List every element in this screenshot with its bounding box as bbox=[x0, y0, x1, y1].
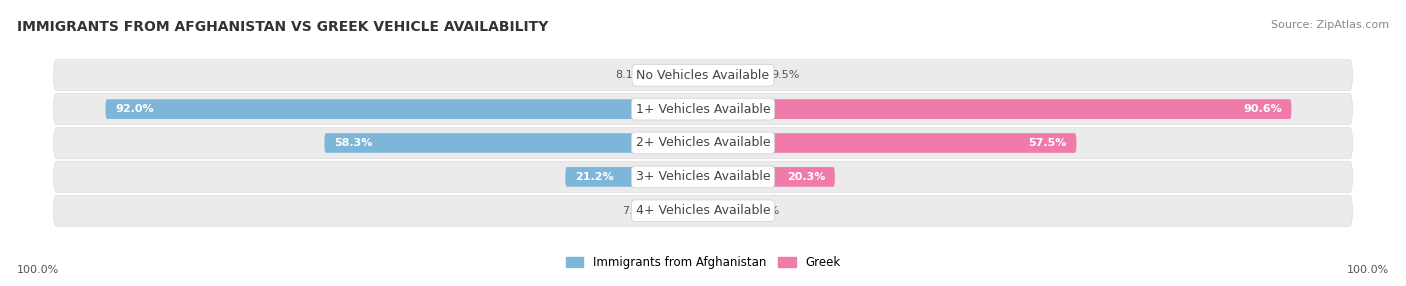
FancyBboxPatch shape bbox=[703, 99, 1291, 119]
Text: 9.5%: 9.5% bbox=[772, 70, 800, 80]
Text: 20.3%: 20.3% bbox=[787, 172, 825, 182]
FancyBboxPatch shape bbox=[53, 127, 1353, 159]
Text: 6.5%: 6.5% bbox=[752, 206, 780, 216]
FancyBboxPatch shape bbox=[325, 133, 703, 153]
FancyBboxPatch shape bbox=[657, 201, 703, 221]
Text: 1+ Vehicles Available: 1+ Vehicles Available bbox=[636, 103, 770, 116]
FancyBboxPatch shape bbox=[53, 94, 1353, 125]
FancyBboxPatch shape bbox=[105, 99, 703, 119]
Legend: Immigrants from Afghanistan, Greek: Immigrants from Afghanistan, Greek bbox=[565, 256, 841, 269]
FancyBboxPatch shape bbox=[53, 59, 1353, 91]
Text: 8.1%: 8.1% bbox=[616, 70, 644, 80]
FancyBboxPatch shape bbox=[703, 133, 1077, 153]
Text: 7.1%: 7.1% bbox=[621, 206, 651, 216]
Text: 92.0%: 92.0% bbox=[115, 104, 153, 114]
Text: 58.3%: 58.3% bbox=[335, 138, 373, 148]
Text: 90.6%: 90.6% bbox=[1243, 104, 1282, 114]
Text: 57.5%: 57.5% bbox=[1028, 138, 1067, 148]
FancyBboxPatch shape bbox=[703, 201, 745, 221]
FancyBboxPatch shape bbox=[53, 195, 1353, 227]
FancyBboxPatch shape bbox=[651, 65, 703, 85]
Text: No Vehicles Available: No Vehicles Available bbox=[637, 69, 769, 82]
Text: 100.0%: 100.0% bbox=[1347, 265, 1389, 275]
FancyBboxPatch shape bbox=[703, 167, 835, 187]
FancyBboxPatch shape bbox=[53, 161, 1353, 192]
FancyBboxPatch shape bbox=[703, 65, 765, 85]
Text: Source: ZipAtlas.com: Source: ZipAtlas.com bbox=[1271, 20, 1389, 30]
Text: 4+ Vehicles Available: 4+ Vehicles Available bbox=[636, 204, 770, 217]
FancyBboxPatch shape bbox=[565, 167, 703, 187]
Text: 2+ Vehicles Available: 2+ Vehicles Available bbox=[636, 136, 770, 150]
Text: 21.2%: 21.2% bbox=[575, 172, 613, 182]
Text: 3+ Vehicles Available: 3+ Vehicles Available bbox=[636, 170, 770, 183]
Text: 100.0%: 100.0% bbox=[17, 265, 59, 275]
Text: IMMIGRANTS FROM AFGHANISTAN VS GREEK VEHICLE AVAILABILITY: IMMIGRANTS FROM AFGHANISTAN VS GREEK VEH… bbox=[17, 20, 548, 34]
